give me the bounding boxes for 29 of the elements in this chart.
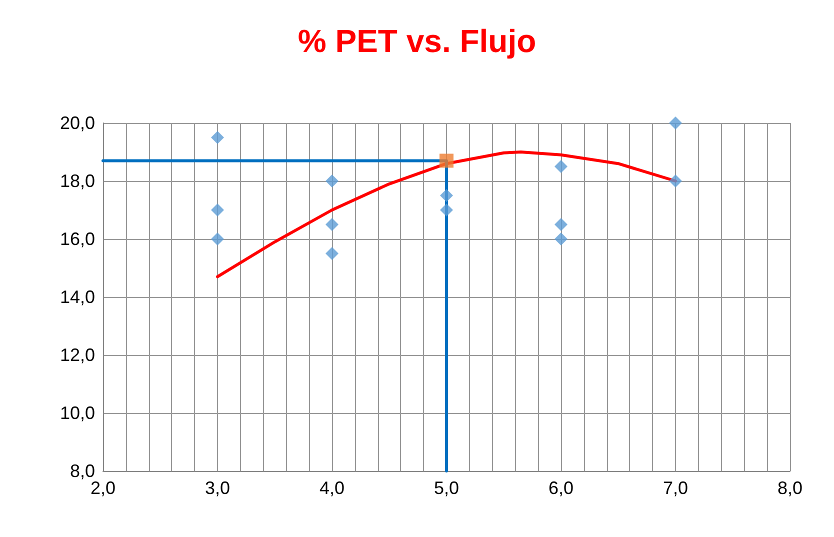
y-tick-label: 20,0 <box>60 113 95 133</box>
point <box>669 174 682 188</box>
y-tick-label: 12,0 <box>60 345 95 365</box>
x-tick-label: 8,0 <box>777 478 803 498</box>
point <box>554 218 568 231</box>
point <box>554 232 568 246</box>
point <box>326 174 338 188</box>
x-tick-label: 3,0 <box>204 478 230 498</box>
x-tick-label: 4,0 <box>319 478 345 498</box>
x-tick-label: 7,0 <box>662 478 688 498</box>
y-tick-label: 14,0 <box>60 287 95 307</box>
y-tick-label: 16,0 <box>60 229 95 249</box>
y-tick-label: 18,0 <box>60 171 95 191</box>
point <box>440 189 453 202</box>
x-tick-label: 2,0 <box>90 478 116 498</box>
point <box>326 247 338 260</box>
point <box>326 218 338 231</box>
point <box>211 131 224 144</box>
x-tick-label: 5,0 <box>434 478 460 498</box>
point <box>211 204 224 216</box>
point <box>440 154 454 168</box>
point <box>440 204 453 216</box>
chart-title: % PET vs. Flujo <box>298 23 536 59</box>
y-tick-label: 8,0 <box>70 461 95 481</box>
point <box>669 116 682 130</box>
x-tick-label: 6,0 <box>548 478 574 498</box>
point <box>554 160 568 173</box>
point <box>211 232 224 246</box>
y-tick-label: 10,0 <box>60 403 95 423</box>
